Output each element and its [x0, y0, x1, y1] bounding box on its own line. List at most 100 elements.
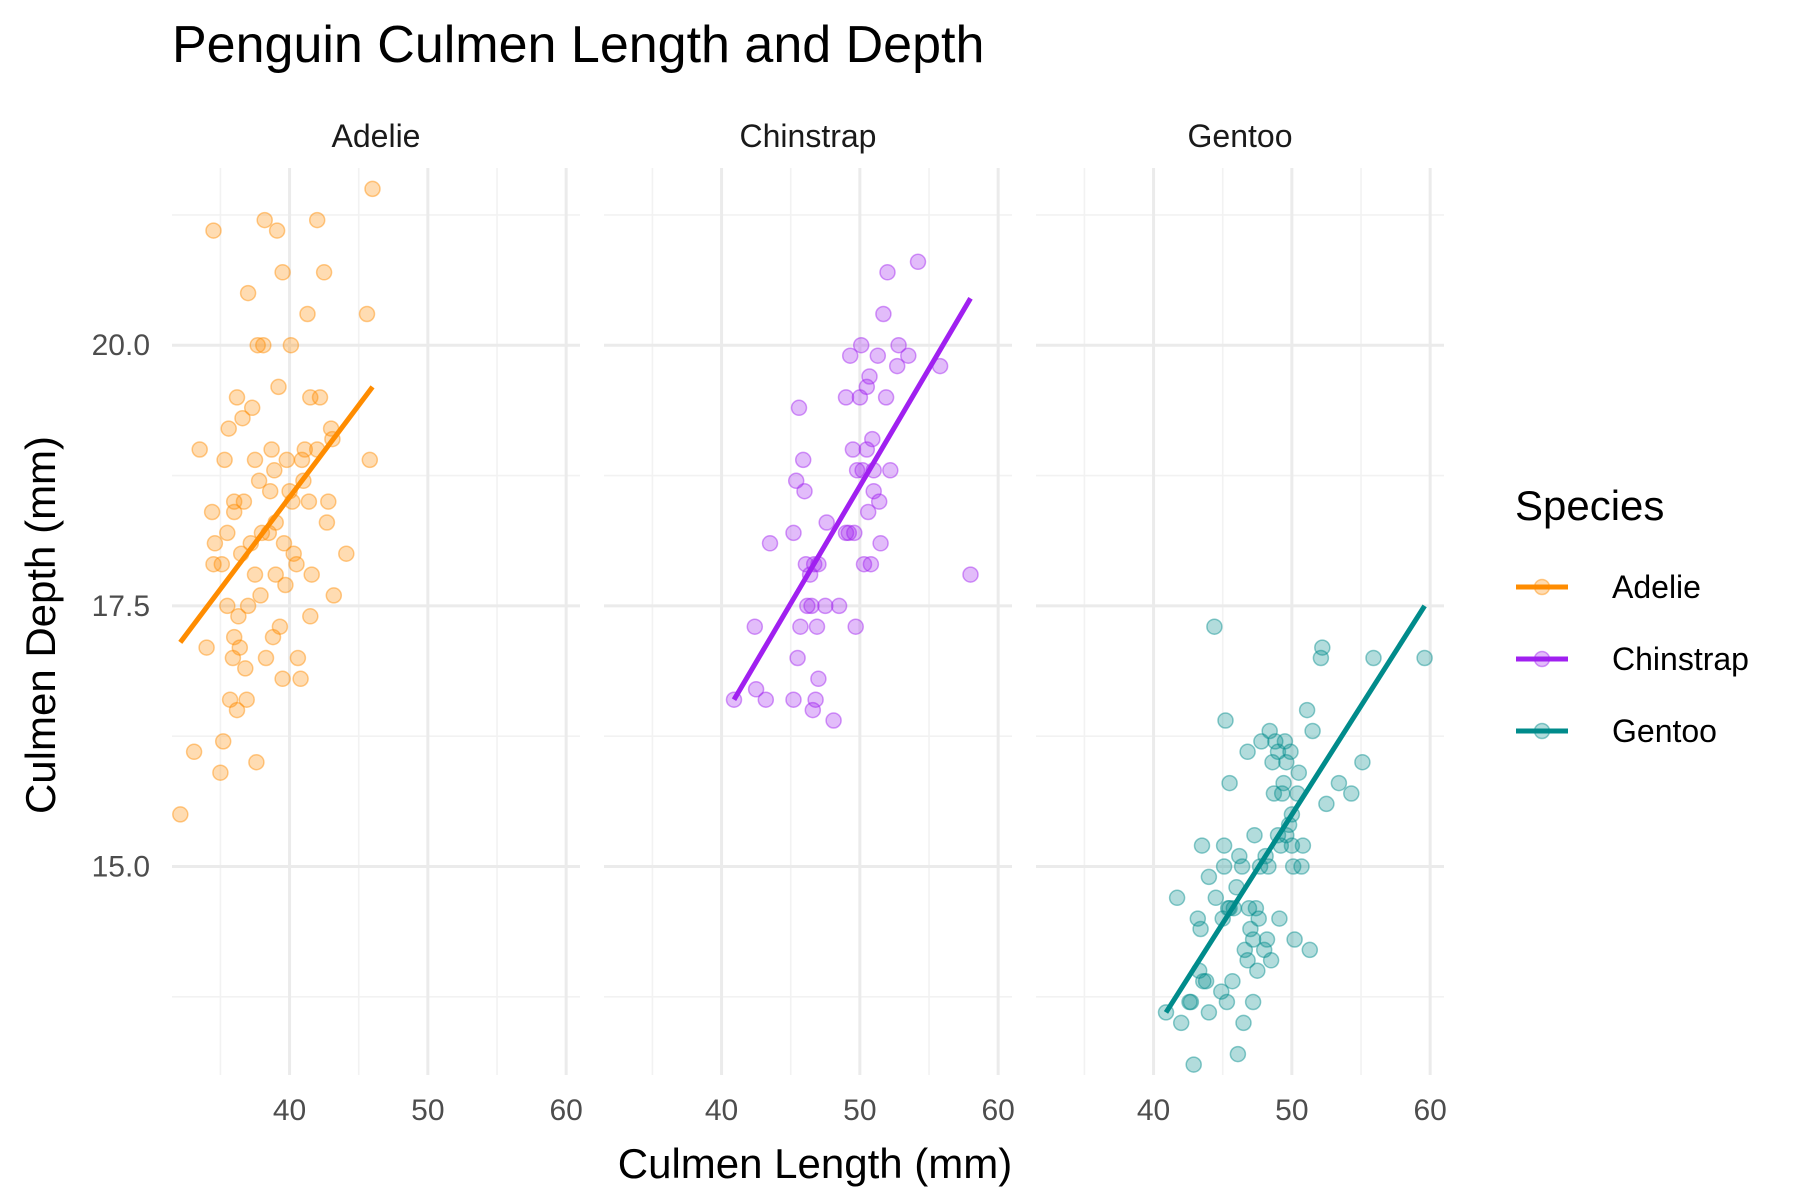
- data-point: [808, 618, 826, 635]
- data-point: [311, 389, 329, 406]
- data-point: [221, 691, 239, 708]
- y-axis-ticks: 15.0 17.5 20.0: [92, 329, 150, 883]
- data-point: [198, 639, 215, 656]
- data-point: [837, 524, 855, 542]
- data-point: [1261, 722, 1278, 740]
- data-point: [1343, 785, 1360, 802]
- data-point: [1242, 920, 1259, 938]
- data-point: [238, 691, 255, 708]
- data-point: [228, 389, 246, 406]
- data-point: [1293, 858, 1310, 875]
- data-point: [243, 399, 261, 417]
- data-point: [1221, 774, 1238, 792]
- data-point: [257, 649, 275, 667]
- data-point: [1246, 826, 1263, 844]
- data-point: [213, 555, 231, 573]
- trend-line: [1163, 604, 1427, 1014]
- legend-title: Species: [1515, 482, 1664, 529]
- data-point: [757, 691, 775, 708]
- legend-label: Gentoo: [1612, 713, 1717, 749]
- legend: Species Adelie Chinstrap Gentoo: [1515, 482, 1749, 749]
- data-point: [1264, 753, 1281, 771]
- x-tick-label: 40: [1137, 1094, 1170, 1127]
- data-point: [203, 503, 221, 521]
- data-point: [1195, 972, 1212, 990]
- data-point: [1172, 1014, 1190, 1032]
- data-point: [890, 336, 907, 354]
- data-point: [1290, 764, 1308, 781]
- data-point: [264, 628, 282, 646]
- data-point: [794, 451, 812, 469]
- data-point: [848, 462, 866, 479]
- data-point: [292, 670, 309, 688]
- data-point: [248, 753, 265, 771]
- data-point: [1239, 952, 1256, 969]
- data-point: [1284, 858, 1302, 875]
- data-point: [205, 555, 222, 573]
- data-point: [225, 493, 243, 510]
- data-point: [1207, 889, 1225, 907]
- data-point: [228, 701, 246, 719]
- data-point: [1247, 899, 1265, 917]
- data-point: [1192, 920, 1209, 938]
- data-point: [274, 264, 291, 281]
- data-point: [1193, 837, 1211, 854]
- data-point: [962, 566, 979, 583]
- legend-items: Adelie Chinstrap Gentoo: [1516, 569, 1749, 749]
- data-point: [789, 649, 806, 667]
- y-axis-title: Culmen Depth (mm): [17, 436, 64, 814]
- data-point: [267, 566, 284, 583]
- data-point: [1235, 1014, 1252, 1032]
- data-point: [1215, 837, 1233, 854]
- data-point: [761, 535, 779, 552]
- data-point: [293, 451, 311, 469]
- data-point: [288, 555, 305, 573]
- data-point: [205, 222, 222, 239]
- trend-line: [178, 385, 375, 644]
- facet-panel-adelie: Adelie 40 50 60: [172, 118, 583, 1127]
- data-point: [1312, 649, 1330, 667]
- data-point: [846, 524, 863, 542]
- data-point: [852, 336, 870, 354]
- data-point: [172, 806, 189, 823]
- data-point: [1301, 941, 1319, 959]
- data-point: [230, 608, 247, 625]
- data-point: [847, 618, 864, 635]
- data-point: [799, 597, 816, 615]
- data-point: [1318, 795, 1335, 813]
- data-point: [296, 441, 314, 458]
- data-point: [246, 451, 264, 469]
- data-point: [1231, 847, 1248, 865]
- data-point: [225, 503, 243, 521]
- data-point: [810, 670, 827, 688]
- data-point: [1314, 639, 1331, 656]
- data-point: [308, 211, 326, 229]
- data-point: [1286, 931, 1303, 948]
- x-tick-label: 50: [843, 1094, 876, 1127]
- data-point: [1189, 910, 1207, 927]
- data-point: [1217, 712, 1234, 729]
- data-point: [1168, 889, 1186, 907]
- data-point: [216, 451, 233, 469]
- data-point: [1416, 649, 1433, 667]
- data-point: [792, 618, 809, 635]
- data-point: [790, 399, 808, 417]
- data-point: [1275, 774, 1292, 792]
- data-point: [249, 336, 266, 354]
- data-point: [318, 514, 336, 531]
- data-point: [1258, 931, 1276, 948]
- data-point: [1278, 753, 1295, 771]
- data-point: [239, 284, 257, 302]
- data-point: [888, 357, 906, 375]
- data-point: [872, 535, 889, 552]
- data-point: [1330, 774, 1348, 792]
- y-tick-label: 20.0: [92, 329, 150, 362]
- data-point: [285, 545, 302, 562]
- data-point: [1298, 701, 1316, 719]
- x-tick-label: 60: [981, 1094, 1014, 1127]
- data-point: [338, 545, 355, 562]
- data-point: [1244, 931, 1262, 948]
- data-point: [1197, 972, 1215, 990]
- data-point: [302, 389, 319, 406]
- x-tick-label: 50: [1275, 1094, 1308, 1127]
